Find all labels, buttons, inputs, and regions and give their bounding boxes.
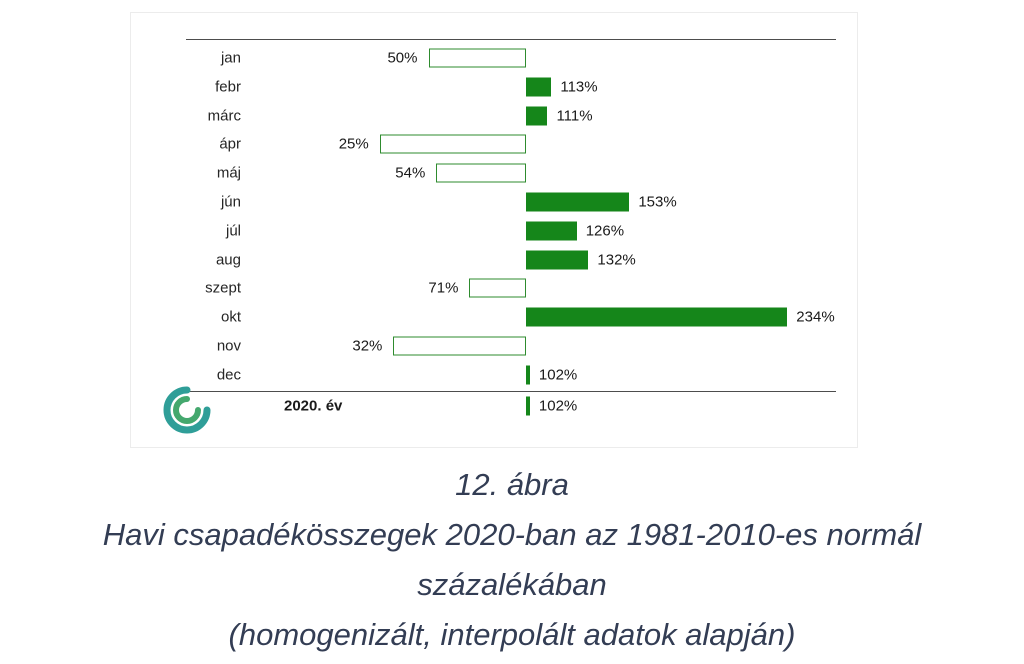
precipitation-chart-panel: jan 50% febr 113% márc 111% ápr 25% máj 54% jún 153… [130, 12, 858, 448]
bar-below-normal [393, 336, 526, 356]
value-label: 25% [338, 135, 369, 153]
value-label: 50% [387, 49, 418, 67]
chart-bottom-rule [186, 391, 836, 392]
summary-row: 2020. év 102% [131, 392, 857, 421]
chart-row: jan 50% [131, 44, 857, 73]
figure-caption: 12. ábra Havi csapadékösszegek 2020-ban … [0, 460, 1024, 660]
month-label: nov [216, 337, 241, 355]
chart-row: jún 153% [131, 188, 857, 217]
spiral-logo [162, 385, 212, 435]
value-label: 102% [538, 397, 578, 415]
bar-above-normal [526, 250, 589, 270]
value-label: 113% [560, 78, 598, 96]
chart-row: márc 111% [131, 101, 857, 130]
bar-below-normal [428, 48, 526, 68]
month-label: aug [215, 251, 241, 269]
month-label: jún [220, 193, 241, 211]
bar-above-normal [526, 307, 788, 327]
bar-above-normal [526, 192, 630, 212]
value-label: 111% [556, 107, 593, 125]
chart-row: okt 234% [131, 303, 857, 332]
chart-row: szept 71% [131, 274, 857, 303]
value-label: 102% [538, 366, 578, 384]
chart-row: máj 54% [131, 159, 857, 188]
bar-above-normal [526, 221, 577, 241]
value-label: 32% [352, 337, 383, 355]
value-label: 54% [395, 164, 426, 182]
value-label: 132% [597, 251, 636, 269]
month-label: máj [216, 164, 241, 182]
bar-above-normal [526, 365, 530, 385]
bar-below-normal [436, 163, 526, 183]
bar-above-normal [526, 77, 552, 97]
chart-row: nov 32% [131, 332, 857, 361]
month-label: márc [207, 107, 241, 125]
chart-row: dec 102% [131, 360, 857, 389]
value-label: 126% [585, 222, 625, 240]
month-label: ápr [219, 135, 241, 153]
year-label: 2020. év [284, 397, 343, 415]
month-label: dec [216, 366, 241, 384]
chart-row: ápr 25% [131, 130, 857, 159]
caption-figure-number: 12. ábra [455, 467, 569, 502]
bar-above-normal [526, 396, 530, 416]
spiral-logo-icon [163, 386, 211, 434]
bar-below-normal [469, 278, 526, 298]
value-label: 71% [428, 279, 459, 297]
month-label: júl [225, 222, 241, 240]
bar-below-normal [379, 134, 526, 154]
caption-title-line: Havi csapadékösszegek 2020-ban az 1981-2… [102, 517, 922, 552]
caption-title-line-2: százalékában [417, 567, 607, 602]
value-label: 234% [796, 308, 835, 326]
chart-row: febr 113% [131, 72, 857, 101]
chart-top-rule [186, 39, 836, 40]
bar-above-normal [526, 106, 548, 126]
chart-row: aug 132% [131, 245, 857, 274]
month-label: febr [215, 78, 241, 96]
value-label: 153% [638, 193, 677, 211]
month-label: jan [220, 49, 241, 67]
chart-row: júl 126% [131, 216, 857, 245]
month-label: okt [220, 308, 241, 326]
caption-subtitle: (homogenizált, interpolált adatok alapjá… [228, 617, 796, 652]
month-label: szept [205, 279, 241, 297]
